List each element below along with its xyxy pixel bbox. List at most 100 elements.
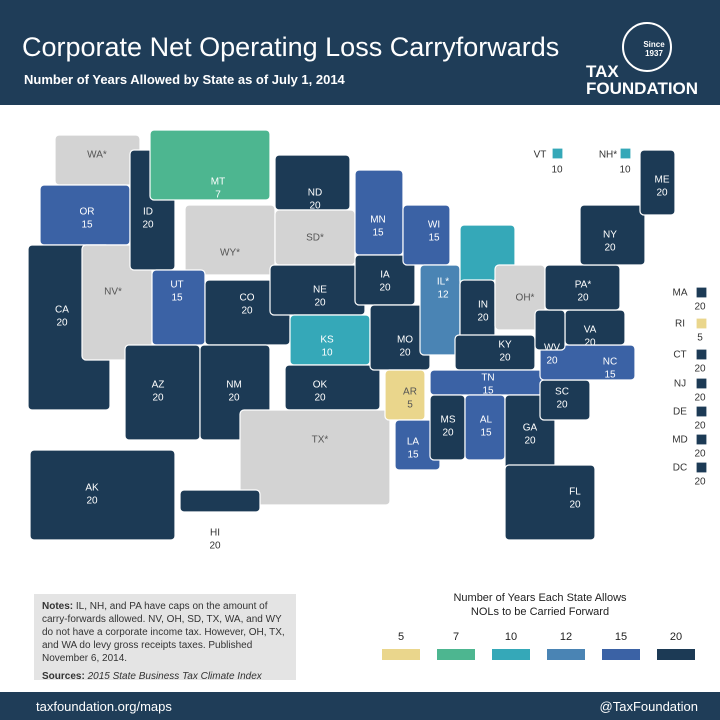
state: IL* 12 <box>419 264 461 356</box>
legend-label: 10 <box>505 631 517 643</box>
state: PA* 20 <box>544 264 621 311</box>
sources: Sources: 2015 State Business Tax Climate… <box>42 670 288 683</box>
state-label: DC <box>673 463 687 474</box>
state: NH*10 <box>599 147 632 176</box>
footer-handle[interactable]: @TaxFoundation <box>599 699 698 714</box>
sources-title: Sources: <box>42 671 85 682</box>
state-value: 20 <box>546 356 558 367</box>
state-shape <box>179 489 261 513</box>
state-label: KY <box>498 340 512 351</box>
notes-box: Notes: IL, NH, and PA have caps on the a… <box>34 594 296 683</box>
state: FL 20 <box>504 464 596 541</box>
state-value: 20 <box>209 541 221 552</box>
state-value: 20 <box>152 393 164 404</box>
state-label: CA <box>55 305 69 316</box>
state-label: WY* <box>220 248 240 259</box>
state-value: 20 <box>142 220 154 231</box>
state-swatch <box>695 405 708 418</box>
state-value: 5 <box>697 333 703 344</box>
state-value: 15 <box>372 228 384 239</box>
logo-text: TAX <box>586 62 619 81</box>
state: DC 20 <box>673 461 708 488</box>
state-swatch <box>695 377 708 390</box>
state-label: MT <box>211 177 225 188</box>
state-shape <box>29 449 176 541</box>
state-value: 5 <box>407 400 413 411</box>
state-label: CT <box>673 350 686 361</box>
state-shape <box>639 149 676 216</box>
state-value: 15 <box>407 450 419 461</box>
legend-label: 12 <box>560 631 572 643</box>
state-value: 20 <box>399 348 411 359</box>
state: HI 20 <box>179 489 261 552</box>
legend-label: 5 <box>398 631 404 643</box>
state-label: WI <box>428 220 440 231</box>
state-value: 20 <box>524 436 536 447</box>
state: AZ 20 <box>124 344 201 441</box>
state: ND 20 <box>274 154 351 212</box>
state-value: 20 <box>604 243 616 254</box>
state-label: IN <box>478 300 488 311</box>
state-label: ME <box>655 175 670 186</box>
state-label: ND <box>308 188 322 199</box>
state-label: AL <box>480 415 493 426</box>
state-value: 20 <box>584 338 596 349</box>
state-label: AK <box>85 483 99 494</box>
state-shape <box>284 364 381 411</box>
state-value: 20 <box>314 393 326 404</box>
state-shape <box>149 129 271 201</box>
title: Corporate Net Operating Loss Carryforwar… <box>22 32 560 62</box>
state-label: PA* <box>575 280 592 291</box>
state: ME 20 <box>639 149 676 216</box>
state: SD* <box>274 209 356 266</box>
state-value: 20 <box>477 313 489 324</box>
state-label: NE <box>313 285 327 296</box>
state-swatch <box>551 147 564 160</box>
state-value: 7 <box>215 190 221 201</box>
state-value: 20 <box>442 428 454 439</box>
state-label: UT <box>170 280 183 291</box>
state: KS 10 <box>289 314 371 366</box>
state-value: 15 <box>171 293 183 304</box>
state: NC 15 <box>539 344 636 381</box>
state-value: 20 <box>569 500 581 511</box>
state-label: LA <box>407 437 420 448</box>
legend-label: 7 <box>453 631 459 643</box>
state-label: MN <box>370 215 386 226</box>
state: DE 20 <box>673 405 708 432</box>
state: OK 20 <box>284 364 381 411</box>
state-swatch <box>619 147 632 160</box>
subtitle: Number of Years Allowed by State as of J… <box>24 72 345 87</box>
state-label: WA* <box>87 150 107 161</box>
footer-link[interactable]: taxfoundation.org/maps <box>36 699 172 714</box>
state: MD 20 <box>672 433 708 460</box>
state-value: 20 <box>694 421 706 432</box>
state-label: SC <box>555 387 569 398</box>
state: OH* <box>494 264 546 331</box>
state: MT 7 <box>149 129 271 201</box>
state-value: 20 <box>56 318 68 329</box>
legend-label: 20 <box>670 631 682 643</box>
state-label: IL* <box>437 277 449 288</box>
state-value: 10 <box>619 165 631 176</box>
state: UT 15 <box>151 269 206 346</box>
legend: 5 7 10 12 15 20 <box>382 631 695 660</box>
state-shape <box>504 464 596 541</box>
state-label: AZ <box>152 380 165 391</box>
state-label: AR <box>403 387 417 398</box>
state: WY* <box>184 204 276 276</box>
state-label: NJ <box>674 379 686 390</box>
state: AK 20 <box>29 449 176 541</box>
legend-swatch <box>547 649 585 660</box>
state-swatch <box>695 433 708 446</box>
state-label: GA <box>523 423 538 434</box>
state: CT 20 <box>673 348 708 375</box>
state-value: 15 <box>81 220 93 231</box>
legend-swatch <box>437 649 475 660</box>
state: NJ 20 <box>674 377 708 404</box>
state-value: 20 <box>694 393 706 404</box>
state-label: VA <box>584 325 597 336</box>
state-label: TX* <box>312 435 329 446</box>
state-label: KS <box>320 335 334 346</box>
state-value: 20 <box>694 477 706 488</box>
